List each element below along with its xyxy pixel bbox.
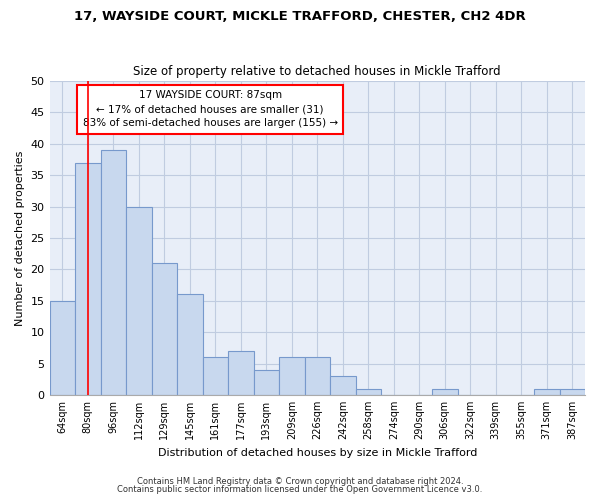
Title: Size of property relative to detached houses in Mickle Trafford: Size of property relative to detached ho… [133,66,501,78]
Text: 17, WAYSIDE COURT, MICKLE TRAFFORD, CHESTER, CH2 4DR: 17, WAYSIDE COURT, MICKLE TRAFFORD, CHES… [74,10,526,23]
Y-axis label: Number of detached properties: Number of detached properties [15,150,25,326]
Bar [203,358,228,395]
Bar [75,162,101,395]
Bar [50,301,75,395]
Text: 17 WAYSIDE COURT: 87sqm
← 17% of detached houses are smaller (31)
83% of semi-de: 17 WAYSIDE COURT: 87sqm ← 17% of detache… [83,90,338,128]
Bar [101,150,126,395]
Bar [330,376,356,395]
Bar [432,388,458,395]
X-axis label: Distribution of detached houses by size in Mickle Trafford: Distribution of detached houses by size … [158,448,477,458]
Bar [534,388,560,395]
Text: Contains public sector information licensed under the Open Government Licence v3: Contains public sector information licen… [118,485,482,494]
Bar [254,370,279,395]
Bar [228,351,254,395]
Bar [279,358,305,395]
Bar [560,388,585,395]
Bar [126,206,152,395]
Bar [356,388,381,395]
Bar [152,263,177,395]
Bar [305,358,330,395]
Text: Contains HM Land Registry data © Crown copyright and database right 2024.: Contains HM Land Registry data © Crown c… [137,477,463,486]
Bar [177,294,203,395]
